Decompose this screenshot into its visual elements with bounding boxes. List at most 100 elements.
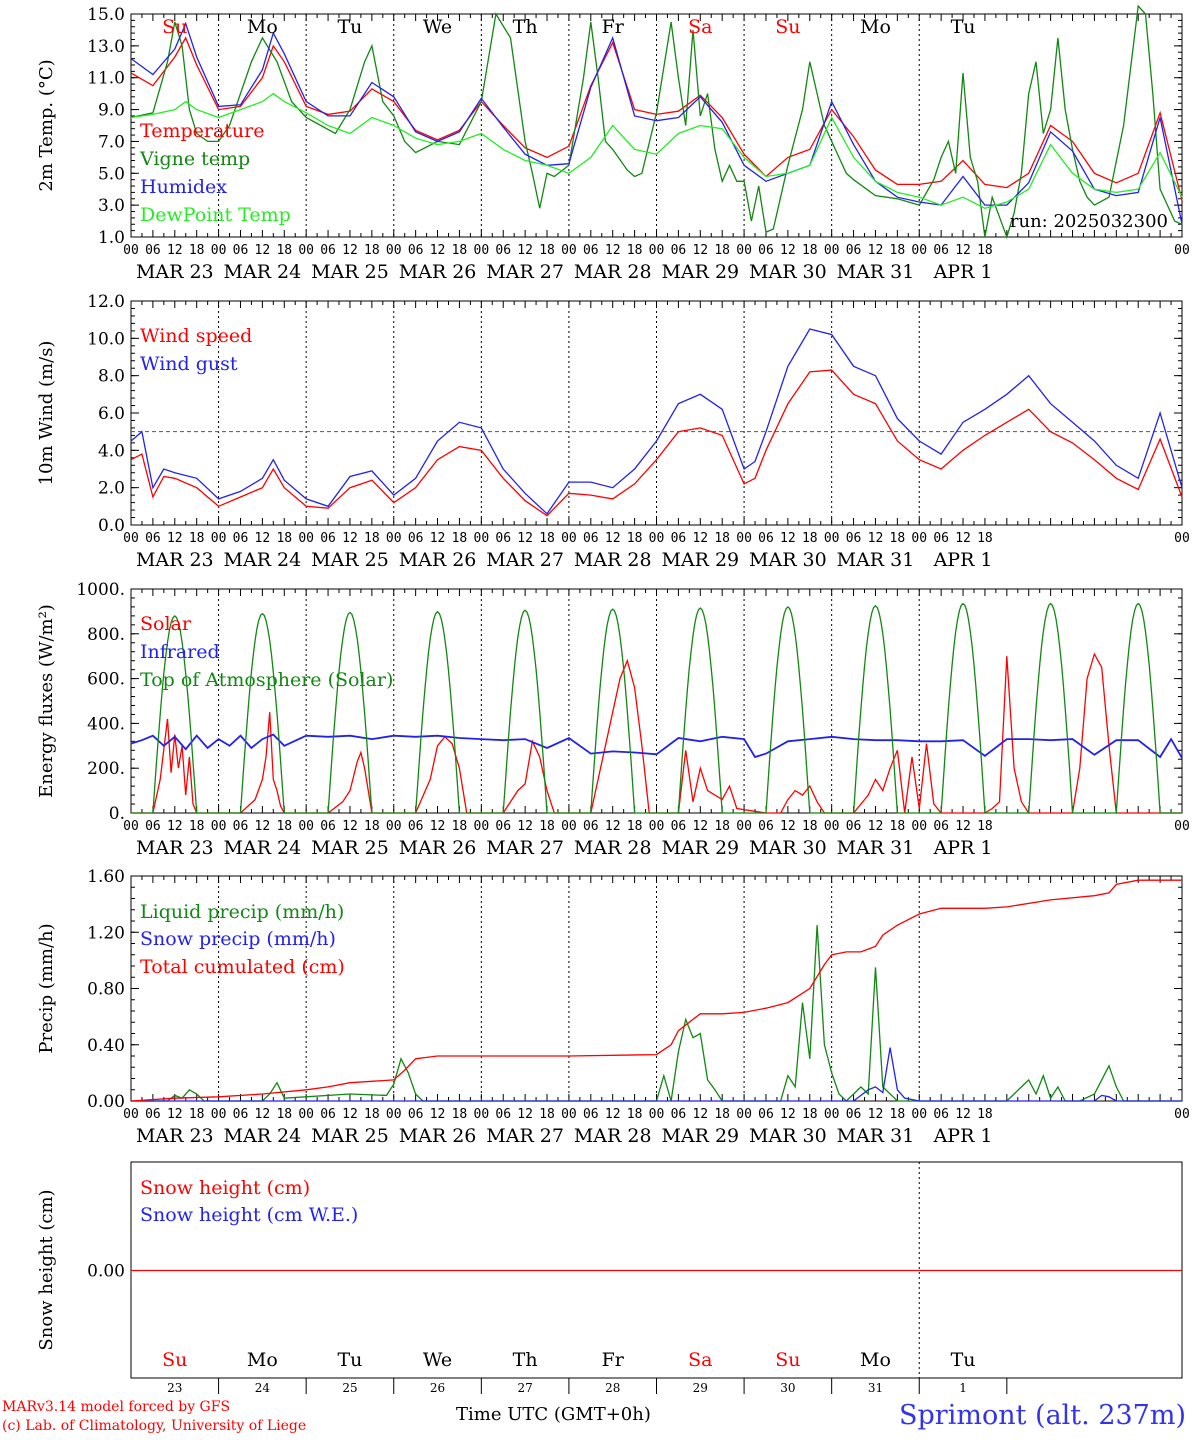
hour-label: 18 [539,1107,555,1122]
hour-label: 06 [933,1107,949,1122]
hour-label: 06 [145,531,161,546]
hour-label: 18 [977,243,993,258]
hour-label: 00 [474,531,490,546]
hour-label: 06 [583,531,599,546]
hour-label: 00 [298,1107,314,1122]
date-label: MAR 24 [224,261,302,283]
hour-label: 18 [977,531,993,546]
panel-3: 0. 200. 400. 600. 800. 1000. Energy fluxes (W/… [36,580,1190,859]
hour-label: 06 [758,1107,774,1122]
time-axis-label: Time UTC (GMT+0h) [456,1404,651,1425]
hour-label: 12 [255,819,271,834]
date-label: MAR 31 [837,1125,915,1147]
hour-label: 00 [824,531,840,546]
weekday-label-bottom: Tu [951,1349,976,1371]
hour-label: 00 [561,1107,577,1122]
y-axis-label: Precip (mm/h) [36,923,57,1053]
hour-label: 12 [605,243,621,258]
hour-label: 06 [671,243,687,258]
hour-label: 18 [364,1107,380,1122]
hour-label: 06 [408,531,424,546]
hour-label: 00 [1174,819,1190,834]
y-tick-label: 10.0 [87,329,125,349]
weekday-label-top: Su [162,16,187,38]
weekday-label-bottom: Tu [337,1349,362,1371]
hour-label: 12 [430,819,446,834]
date-label: MAR 29 [661,837,739,859]
hour-label: 18 [890,243,906,258]
hour-label: 00 [824,1107,840,1122]
date-label: MAR 27 [486,1125,564,1147]
hour-label: 12 [780,243,796,258]
model-credit: MARv3.14 model forced by GFS (c) Lab. of… [2,1398,306,1436]
date-label: MAR 23 [136,549,214,571]
y-tick-label: 4.0 [98,441,125,461]
hour-label: 12 [868,531,884,546]
series-line-vigne-temp [130,4,1183,240]
hour-label: 18 [627,243,643,258]
series-line-wind-gust [130,328,1183,515]
hour-label: 18 [714,819,730,834]
legend-humidex: Humidex [140,176,227,198]
hour-label: 00 [911,243,927,258]
date-label: MAR 28 [574,549,652,571]
hour-label: 06 [758,243,774,258]
hour-label: 12 [430,243,446,258]
y-tick-label: 3.0 [98,196,125,216]
date-label: MAR 26 [399,261,477,283]
hour-label: 06 [320,531,336,546]
weekday-label-top: Mo [247,16,278,38]
y-tick-label: 800. [87,625,125,645]
hour-label: 12 [868,819,884,834]
date-label: MAR 29 [661,1125,739,1147]
day-number-label: 31 [868,1381,883,1395]
hour-label: 18 [276,819,292,834]
hour-label: 06 [583,1107,599,1122]
hour-label: 00 [1174,1107,1190,1122]
hour-label: 12 [955,243,971,258]
series-line-top-of-atmosphere-solar [131,602,1182,814]
hour-label: 00 [211,243,227,258]
model-credit-line2: (c) Lab. of Climatology, University of L… [2,1418,307,1434]
hour-label: 06 [495,243,511,258]
hour-label: 12 [692,243,708,258]
legend-solar: Solar [140,613,192,635]
y-tick-label: 1.20 [87,923,125,943]
date-label: MAR 24 [224,1125,302,1147]
hour-label: 00 [386,819,402,834]
hour-label: 12 [255,1107,271,1122]
date-label: MAR 27 [486,837,564,859]
hour-label: 06 [408,819,424,834]
legend-top-of-atmosphere-solar: Top of Atmosphere (Solar) [140,669,393,691]
date-label: MAR 31 [837,261,915,283]
model-credit-line1: MARv3.14 model forced by GFS [2,1399,231,1415]
hour-label: 06 [320,819,336,834]
y-tick-label: 12.0 [87,292,125,312]
hour-label: 12 [692,819,708,834]
hour-label: 12 [605,531,621,546]
date-label: MAR 23 [136,837,214,859]
panel-1: 1.0 3.0 5.0 7.0 9.0 11.0 13.0 15.0 2m Temp. (°C)… [36,4,1190,283]
y-tick-label: 1.0 [98,228,125,248]
hour-label: 12 [780,531,796,546]
hour-label: 00 [649,243,665,258]
hour-label: 12 [955,819,971,834]
hour-label: 00 [298,243,314,258]
legend-wind-speed: Wind speed [140,325,252,347]
hour-label: 00 [1174,531,1190,546]
hour-label: 18 [802,1107,818,1122]
hour-label: 12 [605,1107,621,1122]
hour-label: 00 [474,1107,490,1122]
hour-label: 00 [211,531,227,546]
hour-label: 18 [802,819,818,834]
legend-snow-height-cm-w-e: Snow height (cm W.E.) [140,1204,358,1226]
hour-label: 06 [846,1107,862,1122]
series-line-dewpoint-temp [130,92,1183,209]
hour-label: 12 [692,1107,708,1122]
date-label: APR 1 [933,549,993,571]
hour-label: 18 [276,243,292,258]
series-line-humidex [130,21,1183,225]
y-tick-label: 15.0 [87,5,125,25]
hour-label: 18 [364,243,380,258]
weekday-label-bottom: Th [513,1349,538,1371]
